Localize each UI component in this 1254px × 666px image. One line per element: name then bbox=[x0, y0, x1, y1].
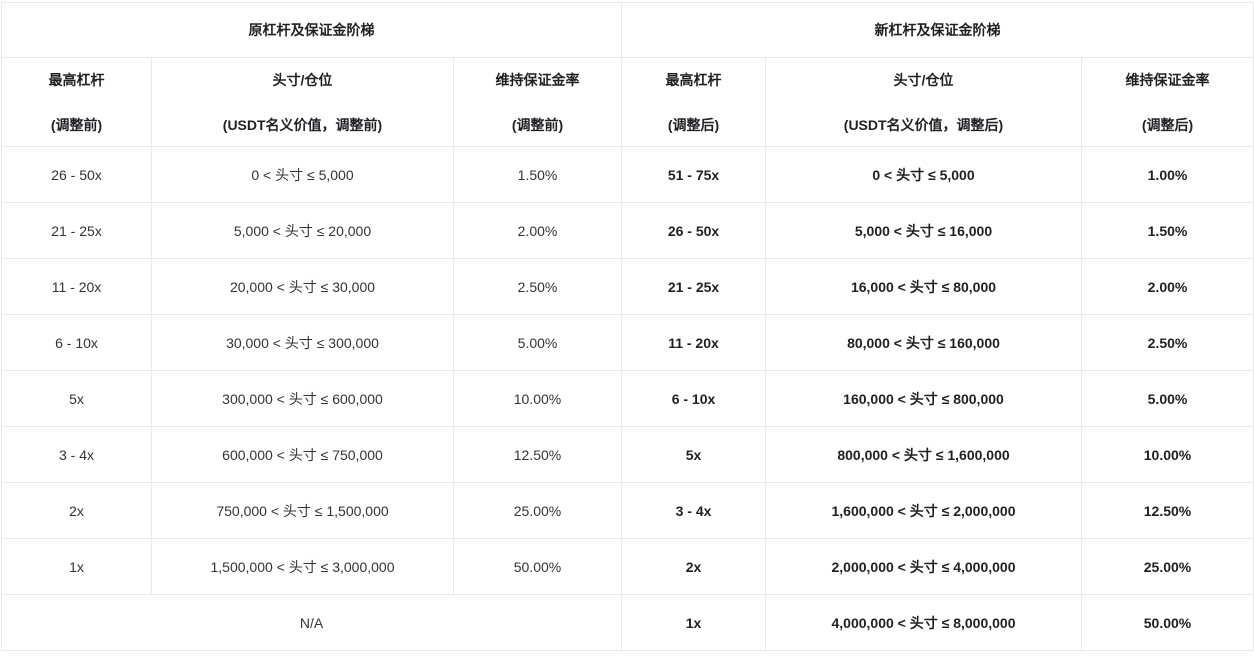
table-row: N/A 1x 4,000,000 < 头寸 ≤ 8,000,000 50.00% bbox=[1, 594, 1254, 651]
new-max-leverage-value: 21 - 25x bbox=[621, 258, 766, 315]
new-maintenance-margin-value: 2.50% bbox=[1081, 314, 1254, 371]
old-not-applicable-cell: N/A bbox=[1, 594, 622, 651]
new-maintenance-margin-value: 10.00% bbox=[1081, 426, 1254, 483]
new-max-leverage-value: 26 - 50x bbox=[621, 202, 766, 259]
column-header-new-maintenance-margin: 维持保证金率 (调整后) bbox=[1081, 57, 1254, 147]
new-max-leverage-value: 1x bbox=[621, 594, 766, 651]
old-position-range-value: 1,500,000 < 头寸 ≤ 3,000,000 bbox=[151, 538, 454, 595]
old-maintenance-margin-value: 1.50% bbox=[453, 146, 622, 203]
new-max-leverage-value: 11 - 20x bbox=[621, 314, 766, 371]
old-max-leverage-value: 1x bbox=[1, 538, 152, 595]
table-row: 26 - 50x 0 < 头寸 ≤ 5,000 1.50% 51 - 75x 0… bbox=[1, 146, 1254, 203]
table-row: 3 - 4x 600,000 < 头寸 ≤ 750,000 12.50% 5x … bbox=[1, 426, 1254, 483]
leverage-margin-tiers-table: 原杠杆及保证金阶梯 新杠杆及保证金阶梯 最高杠杆 (调整前) 头寸/仓位 (US… bbox=[1, 2, 1254, 651]
new-position-range-value: 4,000,000 < 头寸 ≤ 8,000,000 bbox=[765, 594, 1082, 651]
column-header-title: 维持保证金率 bbox=[495, 71, 580, 88]
old-maintenance-margin-value: 12.50% bbox=[453, 426, 622, 483]
new-maintenance-margin-value: 12.50% bbox=[1081, 482, 1254, 539]
old-position-range-value: 300,000 < 头寸 ≤ 600,000 bbox=[151, 370, 454, 427]
old-position-range-value: 600,000 < 头寸 ≤ 750,000 bbox=[151, 426, 454, 483]
old-maintenance-margin-value: 25.00% bbox=[453, 482, 622, 539]
table-row: 1x 1,500,000 < 头寸 ≤ 3,000,000 50.00% 2x … bbox=[1, 538, 1254, 595]
column-header-old-max-leverage: 最高杠杆 (调整前) bbox=[1, 57, 152, 147]
new-max-leverage-value: 6 - 10x bbox=[621, 370, 766, 427]
group-header-old: 原杠杆及保证金阶梯 bbox=[1, 2, 622, 58]
old-max-leverage-value: 3 - 4x bbox=[1, 426, 152, 483]
new-maintenance-margin-value: 50.00% bbox=[1081, 594, 1254, 651]
new-position-range-value: 2,000,000 < 头寸 ≤ 4,000,000 bbox=[765, 538, 1082, 595]
column-header-subtitle: (调整前) bbox=[511, 116, 564, 133]
new-maintenance-margin-value: 1.00% bbox=[1081, 146, 1254, 203]
column-header-title: 头寸/仓位 bbox=[893, 71, 954, 88]
group-header-new: 新杠杆及保证金阶梯 bbox=[621, 2, 1254, 58]
old-position-range-value: 30,000 < 头寸 ≤ 300,000 bbox=[151, 314, 454, 371]
group-header-row: 原杠杆及保证金阶梯 新杠杆及保证金阶梯 bbox=[1, 2, 1254, 58]
old-max-leverage-value: 6 - 10x bbox=[1, 314, 152, 371]
column-header-subtitle: (USDT名义价值，调整后) bbox=[843, 116, 1004, 133]
column-header-row: 最高杠杆 (调整前) 头寸/仓位 (USDT名义价值，调整前) 维持保证金率 (… bbox=[1, 57, 1254, 147]
old-maintenance-margin-value: 5.00% bbox=[453, 314, 622, 371]
new-max-leverage-value: 51 - 75x bbox=[621, 146, 766, 203]
new-position-range-value: 5,000 < 头寸 ≤ 16,000 bbox=[765, 202, 1082, 259]
new-position-range-value: 80,000 < 头寸 ≤ 160,000 bbox=[765, 314, 1082, 371]
column-header-old-maintenance-margin: 维持保证金率 (调整前) bbox=[453, 57, 622, 147]
old-max-leverage-value: 26 - 50x bbox=[1, 146, 152, 203]
table-body: 26 - 50x 0 < 头寸 ≤ 5,000 1.50% 51 - 75x 0… bbox=[1, 146, 1254, 651]
new-maintenance-margin-value: 1.50% bbox=[1081, 202, 1254, 259]
column-header-new-position: 头寸/仓位 (USDT名义价值，调整后) bbox=[765, 57, 1082, 147]
old-position-range-value: 20,000 < 头寸 ≤ 30,000 bbox=[151, 258, 454, 315]
new-max-leverage-value: 3 - 4x bbox=[621, 482, 766, 539]
column-header-subtitle: (调整前) bbox=[50, 116, 103, 133]
old-maintenance-margin-value: 50.00% bbox=[453, 538, 622, 595]
new-position-range-value: 16,000 < 头寸 ≤ 80,000 bbox=[765, 258, 1082, 315]
old-position-range-value: 750,000 < 头寸 ≤ 1,500,000 bbox=[151, 482, 454, 539]
column-header-subtitle: (调整后) bbox=[667, 116, 720, 133]
new-max-leverage-value: 2x bbox=[621, 538, 766, 595]
column-header-title: 维持保证金率 bbox=[1125, 71, 1210, 88]
old-maintenance-margin-value: 10.00% bbox=[453, 370, 622, 427]
column-header-new-max-leverage: 最高杠杆 (调整后) bbox=[621, 57, 766, 147]
old-position-range-value: 0 < 头寸 ≤ 5,000 bbox=[151, 146, 454, 203]
new-max-leverage-value: 5x bbox=[621, 426, 766, 483]
column-header-title: 头寸/仓位 bbox=[272, 71, 333, 88]
column-header-subtitle: (USDT名义价值，调整前) bbox=[222, 116, 383, 133]
table-header: 原杠杆及保证金阶梯 新杠杆及保证金阶梯 最高杠杆 (调整前) 头寸/仓位 (US… bbox=[1, 2, 1254, 147]
table-row: 11 - 20x 20,000 < 头寸 ≤ 30,000 2.50% 21 -… bbox=[1, 258, 1254, 315]
old-maintenance-margin-value: 2.00% bbox=[453, 202, 622, 259]
new-position-range-value: 0 < 头寸 ≤ 5,000 bbox=[765, 146, 1082, 203]
column-header-old-position: 头寸/仓位 (USDT名义价值，调整前) bbox=[151, 57, 454, 147]
old-max-leverage-value: 5x bbox=[1, 370, 152, 427]
new-maintenance-margin-value: 2.00% bbox=[1081, 258, 1254, 315]
column-header-subtitle: (调整后) bbox=[1141, 116, 1194, 133]
new-maintenance-margin-value: 25.00% bbox=[1081, 538, 1254, 595]
old-position-range-value: 5,000 < 头寸 ≤ 20,000 bbox=[151, 202, 454, 259]
new-position-range-value: 160,000 < 头寸 ≤ 800,000 bbox=[765, 370, 1082, 427]
table-row: 21 - 25x 5,000 < 头寸 ≤ 20,000 2.00% 26 - … bbox=[1, 202, 1254, 259]
old-max-leverage-value: 21 - 25x bbox=[1, 202, 152, 259]
old-maintenance-margin-value: 2.50% bbox=[453, 258, 622, 315]
column-header-title: 最高杠杆 bbox=[48, 71, 105, 88]
old-max-leverage-value: 11 - 20x bbox=[1, 258, 152, 315]
new-position-range-value: 800,000 < 头寸 ≤ 1,600,000 bbox=[765, 426, 1082, 483]
table-row: 5x 300,000 < 头寸 ≤ 600,000 10.00% 6 - 10x… bbox=[1, 370, 1254, 427]
new-maintenance-margin-value: 5.00% bbox=[1081, 370, 1254, 427]
old-max-leverage-value: 2x bbox=[1, 482, 152, 539]
column-header-title: 最高杠杆 bbox=[665, 71, 722, 88]
table-row: 2x 750,000 < 头寸 ≤ 1,500,000 25.00% 3 - 4… bbox=[1, 482, 1254, 539]
table-row: 6 - 10x 30,000 < 头寸 ≤ 300,000 5.00% 11 -… bbox=[1, 314, 1254, 371]
new-position-range-value: 1,600,000 < 头寸 ≤ 2,000,000 bbox=[765, 482, 1082, 539]
